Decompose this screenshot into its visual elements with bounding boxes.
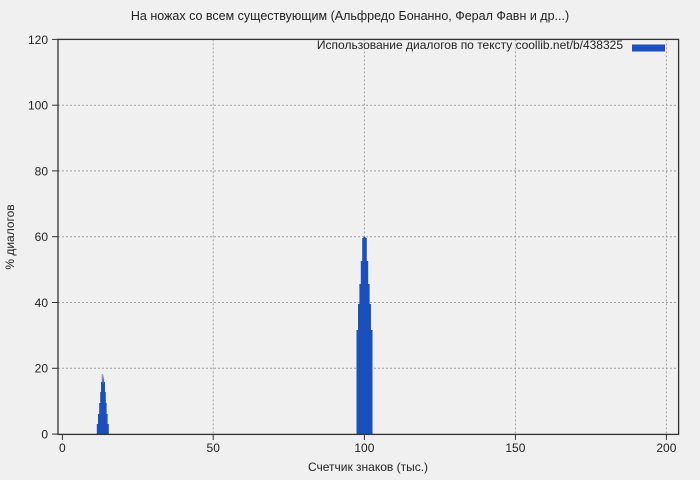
svg-text:20: 20 — [35, 362, 49, 376]
svg-text:0: 0 — [59, 441, 66, 455]
svg-text:100: 100 — [28, 99, 48, 113]
svg-text:100: 100 — [354, 441, 374, 455]
svg-text:200: 200 — [656, 441, 676, 455]
svg-text:50: 50 — [207, 441, 221, 455]
svg-text:Счетчик знаков (тыс.): Счетчик знаков (тыс.) — [308, 460, 428, 474]
svg-text:Использование диалогов по текс: Использование диалогов по тексту coollib… — [317, 38, 623, 52]
svg-text:150: 150 — [505, 441, 525, 455]
svg-text:80: 80 — [35, 164, 49, 178]
svg-text:60: 60 — [35, 230, 49, 244]
svg-text:% диалогов: % диалогов — [3, 204, 17, 269]
svg-text:40: 40 — [35, 296, 49, 310]
svg-text:120: 120 — [28, 33, 48, 47]
svg-text:0: 0 — [41, 428, 48, 442]
